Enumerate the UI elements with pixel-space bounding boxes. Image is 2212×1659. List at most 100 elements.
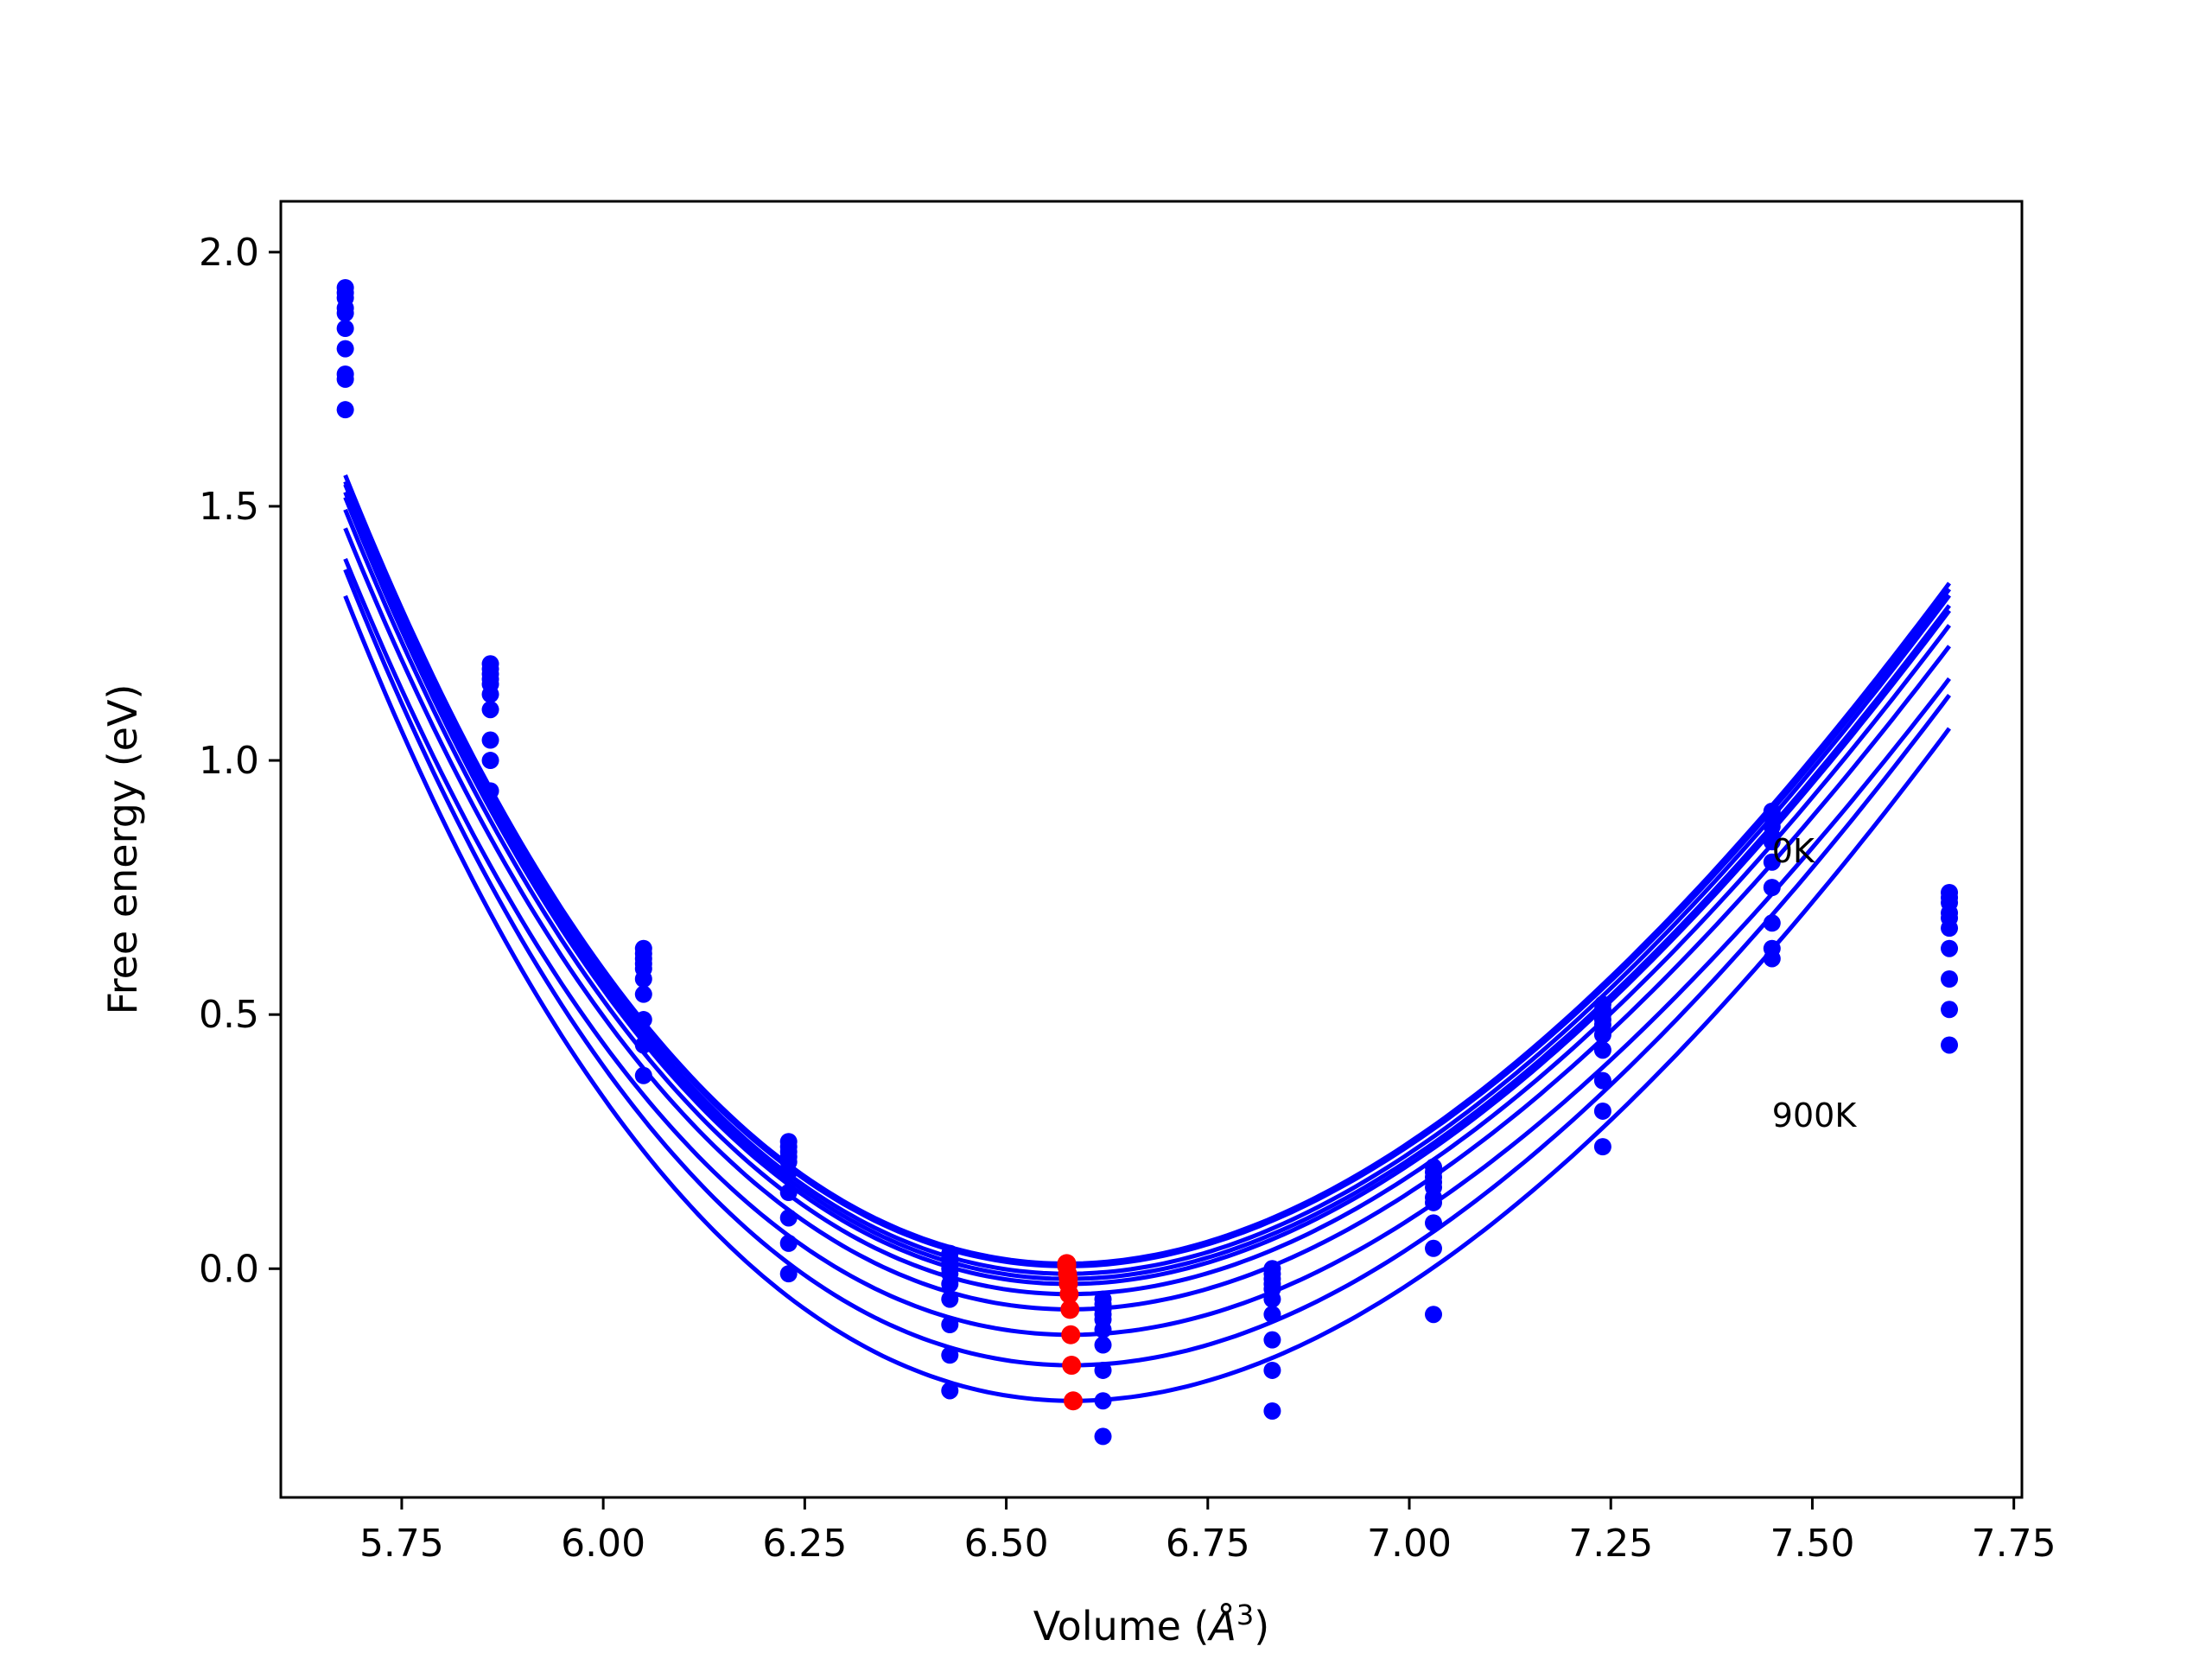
- annotation-900k: 900K: [1772, 1096, 1858, 1135]
- fit-curve-0: [343, 474, 1952, 1266]
- fit-curve-8: [343, 569, 1952, 1368]
- data-point: [1263, 1306, 1281, 1324]
- data-point: [1094, 1336, 1112, 1354]
- data-point: [941, 1274, 959, 1293]
- data-point: [1941, 1036, 1959, 1054]
- data-point: [481, 782, 499, 800]
- data-point: [1763, 914, 1781, 932]
- data-point: [1763, 853, 1781, 871]
- data-point: [634, 1066, 652, 1084]
- annotation-0k: 0K: [1772, 832, 1815, 870]
- fit-curve-4: [343, 496, 1952, 1287]
- data-point: [941, 1290, 959, 1308]
- data-points: [336, 279, 1959, 1446]
- temperature-annotations: 0K 900K: [1772, 832, 1858, 1135]
- fit-curve-5: [343, 508, 1952, 1297]
- minimum-point: [1060, 1300, 1080, 1319]
- data-point: [1094, 1320, 1112, 1338]
- data-point: [336, 365, 354, 383]
- data-point: [1094, 1427, 1112, 1446]
- x-tick-label: 6.75: [1166, 1522, 1250, 1566]
- data-point: [1593, 1102, 1611, 1120]
- x-axis-label-symbol: Å: [1206, 1603, 1236, 1649]
- fit-curve-6: [343, 527, 1951, 1312]
- y-tick-label: 1.5: [199, 485, 259, 529]
- fit-curve-9: [343, 594, 1952, 1403]
- data-point: [779, 1234, 798, 1252]
- y-tick-label: 0.0: [199, 1247, 259, 1291]
- plot-frame: [279, 200, 2024, 1499]
- x-tick-label: 6.50: [964, 1522, 1049, 1566]
- y-tick-label: 0.5: [199, 993, 259, 1037]
- data-point: [941, 1382, 959, 1400]
- y-tick-label: 1.0: [199, 739, 259, 783]
- x-axis-label: Volume (Å3): [1033, 1599, 1269, 1649]
- x-axis-label-suffix: ): [1254, 1603, 1269, 1649]
- data-point: [336, 304, 354, 322]
- fit-curve-3: [343, 491, 1952, 1281]
- x-tick-label: 6.25: [762, 1522, 847, 1566]
- y-axis-ticks: 0.0 0.5 1.0 1.5 2.0: [199, 231, 281, 1291]
- data-point: [1094, 1361, 1112, 1379]
- data-point: [336, 401, 354, 419]
- data-point: [1425, 1193, 1443, 1211]
- minimum-point: [1062, 1356, 1082, 1376]
- x-tick-label: 5.75: [359, 1522, 444, 1566]
- data-point: [1425, 1239, 1443, 1257]
- minima-points: [1057, 1254, 1084, 1411]
- data-point: [941, 1346, 959, 1364]
- data-point: [1263, 1290, 1281, 1308]
- fit-curve-2: [343, 483, 1952, 1276]
- data-point: [1763, 833, 1781, 851]
- x-tick-label: 7.50: [1770, 1522, 1854, 1566]
- fit-curve-7: [343, 557, 1951, 1338]
- x-tick-label: 7.75: [1972, 1522, 2056, 1566]
- minimum-point: [1064, 1391, 1084, 1411]
- data-point: [1941, 970, 1959, 988]
- data-point: [634, 1036, 652, 1054]
- data-point: [1094, 1392, 1112, 1410]
- data-point: [779, 1209, 798, 1227]
- minimum-point: [1061, 1325, 1081, 1344]
- data-point: [481, 731, 499, 749]
- fit-curves: [343, 474, 1952, 1403]
- x-tick-label: 7.00: [1367, 1522, 1452, 1566]
- data-point: [336, 320, 354, 338]
- x-axis-label-prefix: Volume (: [1033, 1603, 1210, 1649]
- data-point: [634, 970, 652, 988]
- fit-curve-1: [343, 480, 1952, 1268]
- data-point: [1593, 1026, 1611, 1044]
- data-point: [634, 1011, 652, 1029]
- data-point: [634, 985, 652, 1003]
- data-point: [1263, 1331, 1281, 1349]
- data-point: [779, 1163, 798, 1181]
- x-tick-label: 7.25: [1568, 1522, 1653, 1566]
- y-tick-label: 2.0: [199, 231, 259, 275]
- x-tick-label: 6.00: [561, 1522, 645, 1566]
- data-point: [1763, 879, 1781, 897]
- x-axis-label-exponent: 3: [1236, 1599, 1254, 1631]
- x-axis-ticks: 5.75 6.00 6.25 6.50 6.75 7.00 7.25 7.50 7.75: [359, 1497, 2056, 1566]
- data-point: [481, 752, 499, 770]
- data-point: [336, 340, 354, 358]
- data-point: [1593, 1041, 1611, 1059]
- data-point: [1593, 1138, 1611, 1156]
- data-point: [481, 685, 499, 703]
- data-point: [1593, 1071, 1611, 1090]
- data-point: [1425, 1306, 1443, 1324]
- data-point: [1763, 950, 1781, 968]
- data-point: [779, 1265, 798, 1283]
- data-point: [1941, 919, 1959, 938]
- data-point: [1263, 1402, 1281, 1420]
- minimum-point: [1059, 1284, 1079, 1304]
- data-point: [1425, 1214, 1443, 1232]
- data-point: [1263, 1361, 1281, 1379]
- data-point: [779, 1184, 798, 1202]
- data-point: [481, 701, 499, 719]
- y-axis-label: Free energy (eV): [99, 684, 146, 1015]
- data-point: [1941, 939, 1959, 957]
- data-point: [941, 1316, 959, 1333]
- data-point: [1941, 1001, 1959, 1019]
